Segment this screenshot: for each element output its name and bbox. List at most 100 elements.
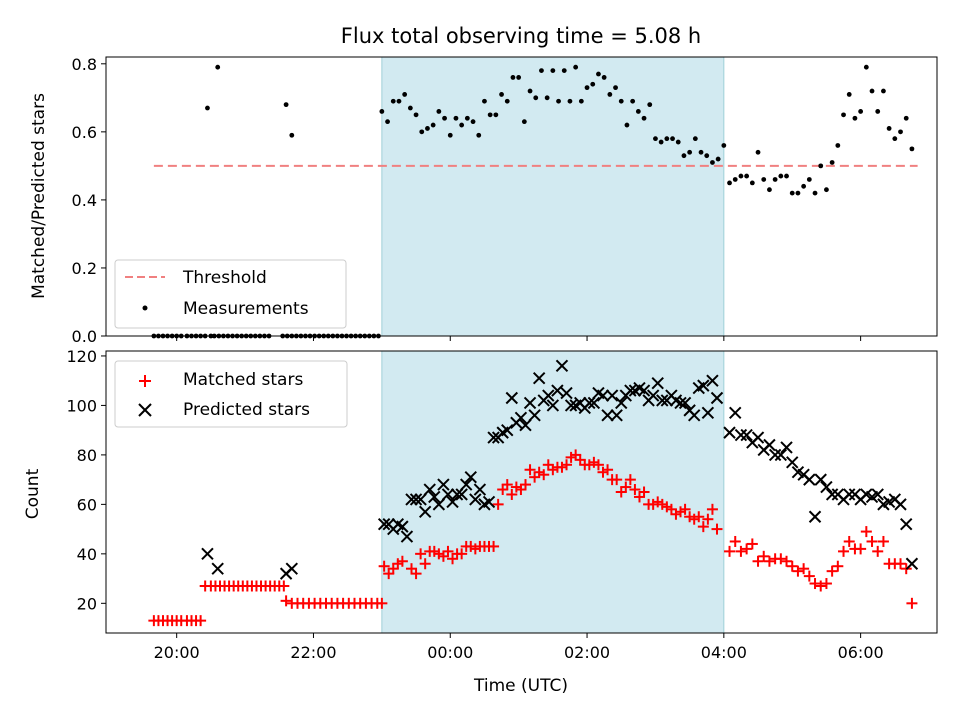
measurement-point	[464, 115, 470, 121]
predicted-star-point	[464, 470, 477, 484]
measurement-point	[601, 75, 607, 80]
predicted-star-point	[820, 480, 833, 494]
measurement-point	[550, 68, 556, 74]
measurement-point	[749, 180, 755, 186]
measurement-point	[818, 163, 824, 169]
matched-star-point	[826, 565, 838, 577]
top-marks-layer	[151, 64, 918, 339]
measurement-point	[852, 115, 858, 121]
matched-star-point	[872, 545, 884, 557]
measurement-point	[544, 95, 550, 101]
matched-star-point	[855, 543, 867, 555]
predicted-star-point	[555, 359, 569, 373]
top-shaded-interval	[381, 56, 725, 337]
measurement-point	[289, 132, 295, 138]
matched-star-point	[758, 550, 770, 562]
predicted-star-point	[473, 483, 487, 496]
matched-star-point	[376, 597, 388, 609]
measurement-point	[487, 112, 493, 118]
measurement-point	[898, 129, 903, 135]
measurement-point	[453, 115, 459, 121]
top-y-tick-label: 0.4	[72, 191, 97, 210]
predicted-star-point	[432, 498, 446, 511]
matched-star-point	[519, 479, 531, 491]
measurement-point	[761, 177, 767, 182]
measurement-point	[402, 92, 408, 97]
matched-star-point	[711, 523, 723, 535]
predicted-star-point	[564, 399, 578, 412]
bottom-y-tick-label: 40	[77, 545, 97, 564]
matched-star-point	[815, 580, 827, 592]
predicted-star-point	[701, 406, 715, 420]
predicted-star-point	[450, 488, 464, 501]
matched-star-point	[561, 459, 573, 471]
measurement-point	[447, 132, 453, 138]
matched-star-point	[278, 580, 290, 592]
matched-star-point	[506, 488, 518, 500]
predicted-star-point	[441, 488, 455, 501]
measurement-point	[755, 149, 761, 155]
measurement-point	[539, 68, 544, 74]
bottom-legend-box	[114, 360, 348, 428]
bottom-marks-layer	[148, 359, 919, 627]
predicted-star-point	[400, 530, 414, 543]
matched-star-point	[410, 568, 422, 580]
top-axes-frame	[105, 56, 938, 337]
matched-star-point	[524, 464, 536, 476]
top-axes: 0.00.20.40.60.8 Matched/Predicted stars …	[29, 55, 938, 346]
bottom-y-tick-label: 120	[66, 347, 97, 366]
measurement-point	[681, 153, 687, 159]
measurement-point	[504, 98, 510, 104]
measurement-point	[215, 64, 221, 70]
matched-star-point	[786, 560, 798, 572]
predicted-star-point	[803, 473, 816, 486]
measurement-point	[635, 109, 641, 114]
predicted-star-point	[211, 562, 224, 575]
predicted-star-point	[814, 473, 827, 486]
measurement-point	[664, 136, 670, 142]
predicted-star-point	[710, 391, 724, 405]
x-tick-label: 06:00	[838, 643, 884, 662]
matched-star-point	[877, 535, 889, 547]
top-y-tick-label: 0.6	[72, 123, 97, 142]
measurement-point	[385, 119, 390, 125]
predicted-star-point	[605, 389, 619, 402]
matched-star-point	[895, 558, 907, 570]
measurement-point	[909, 146, 915, 152]
x-axis-label: Time (UTC)	[473, 676, 568, 696]
predicted-star-point	[751, 431, 765, 444]
measurement-point	[698, 149, 704, 155]
matched-star-point	[775, 553, 787, 565]
matched-star-point	[860, 526, 872, 538]
predicted-star-point	[501, 423, 514, 437]
predicted-star-point	[646, 389, 660, 402]
measurement-point	[869, 88, 875, 94]
measurement-point	[283, 102, 289, 108]
x-tick-label: 20:00	[154, 643, 200, 662]
predicted-star-point	[519, 419, 532, 432]
predicted-star-point	[446, 495, 459, 509]
measurement-point	[436, 109, 442, 114]
predicted-star-point	[514, 411, 528, 424]
predicted-star-point	[423, 483, 436, 496]
measurement-point	[824, 187, 829, 193]
predicted-star-point	[808, 510, 822, 523]
predicted-star-point	[687, 409, 701, 422]
predicted-legend-swatch	[138, 403, 152, 417]
matched-star-point	[746, 538, 758, 550]
predicted-star-point	[551, 384, 564, 397]
measurement-point	[396, 98, 402, 104]
predicted-star-point	[455, 488, 468, 501]
matched-star-point	[741, 543, 753, 555]
predicted-star-point	[437, 478, 450, 491]
measurement-point	[903, 115, 909, 121]
predicted-star-point	[560, 386, 573, 400]
measurement-point	[710, 160, 715, 165]
matched-star-point	[735, 545, 747, 557]
measurement-point	[846, 92, 852, 97]
measurement-point	[470, 119, 476, 125]
x-tick-label: 00:00	[427, 643, 473, 662]
predicted-star-point	[843, 488, 856, 501]
matched-star-point	[620, 481, 632, 493]
matched-star-point	[492, 498, 504, 510]
